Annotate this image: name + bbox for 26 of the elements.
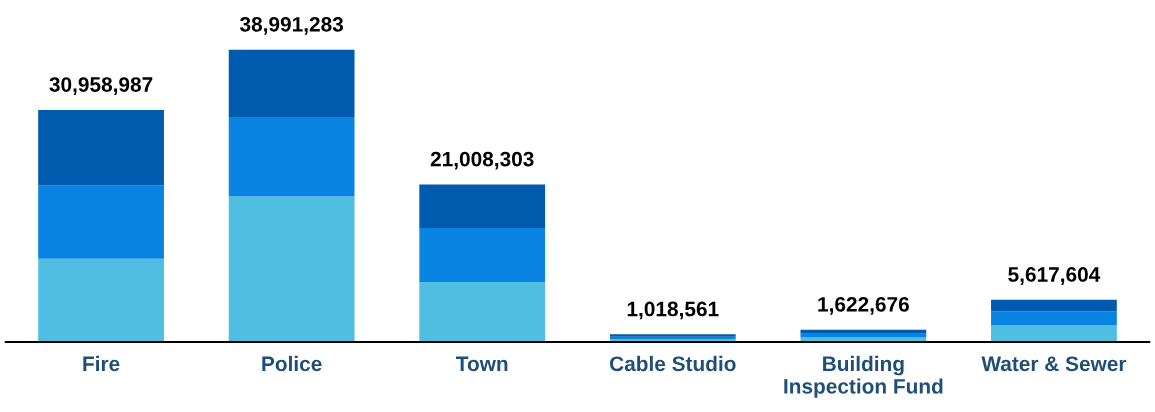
bar	[800, 333, 927, 338]
bar	[991, 311, 1117, 326]
bar	[38, 185, 164, 259]
annotation: 38,991,283	[239, 16, 344, 35]
bar	[800, 329, 927, 334]
x-tick-label: Water & Sewer	[981, 356, 1127, 372]
bar	[419, 282, 546, 342]
annotation: 1,622,676	[818, 296, 909, 315]
bar	[228, 49, 355, 117]
annotation: 30,958,987	[49, 77, 153, 95]
annotation: 21,008,303	[430, 151, 534, 170]
bar	[38, 109, 164, 186]
x-tick-label: Cable Studio	[609, 355, 736, 372]
annotation: 1,018,561	[627, 301, 719, 320]
x-tick-label: Police	[262, 355, 322, 372]
bar	[991, 299, 1117, 312]
annotation: 5,617,604	[1008, 267, 1101, 285]
bar	[419, 227, 546, 283]
bar	[419, 184, 546, 228]
x-tick-label: Town	[456, 356, 508, 372]
x-tick-label: Fire	[83, 355, 120, 372]
bar	[991, 325, 1117, 342]
x-tick-label: Building Inspection Fund	[784, 355, 943, 398]
bar	[228, 196, 355, 342]
bar	[38, 258, 164, 342]
bar	[228, 116, 355, 197]
